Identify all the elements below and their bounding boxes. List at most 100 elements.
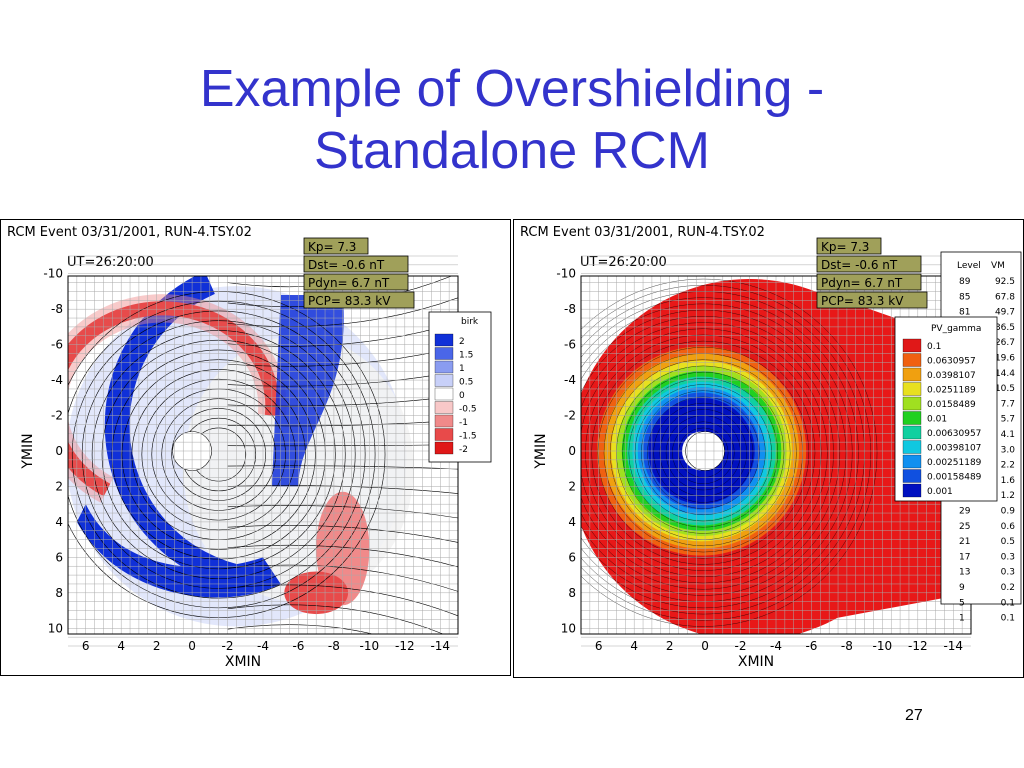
legend-label: 1 <box>459 364 465 374</box>
y-axis-label: YMIN <box>533 433 549 469</box>
contour-line <box>653 402 754 503</box>
level-table-cell: 14.4 <box>995 369 1015 379</box>
level-table-cell: 19.6 <box>995 354 1015 364</box>
x-tick-label: -2 <box>735 639 747 653</box>
x-tick-label: 4 <box>630 639 638 653</box>
legend-label: 0.001 <box>927 487 953 497</box>
level-table-cell: 5.7 <box>1001 415 1015 425</box>
level-table-cell: 17 <box>959 552 970 562</box>
x-tick-label: 2 <box>153 639 161 653</box>
param-box <box>303 273 409 291</box>
level-table-cell: 0.2 <box>1001 583 1015 593</box>
legend-label: 0 <box>459 391 465 401</box>
y-axis-label: YMIN <box>20 433 36 469</box>
level-table-cell: 67.8 <box>995 292 1015 302</box>
legend-swatch <box>902 425 922 440</box>
contour-line <box>585 334 822 571</box>
legend-title: birk <box>461 317 479 327</box>
level-table-cell: 0.3 <box>1001 568 1015 578</box>
blue-lower-band <box>76 504 281 598</box>
contour-line <box>227 297 458 327</box>
plot-svg: RCM Event 03/31/2001, RUN-4.TSY.02 UT=26:… <box>7 225 492 670</box>
legend-label: 0.00158489 <box>927 473 982 483</box>
param-label: Dst= -0.6 nT <box>821 258 898 272</box>
x-tick-label: -8 <box>841 639 853 653</box>
legend-label: 1.5 <box>459 351 473 361</box>
y-tick-label: 0 <box>568 444 576 458</box>
y-tick-label: -2 <box>51 409 63 423</box>
y-tick-label: 2 <box>568 479 576 493</box>
slide-title-line1: Example of Overshielding - <box>199 60 825 118</box>
x-tick-label: 2 <box>666 639 674 653</box>
level-table-cell: 3.0 <box>1001 445 1016 455</box>
y-tick-label: 2 <box>55 479 63 493</box>
contour-line <box>581 297 859 609</box>
legend-swatch <box>902 411 922 425</box>
x-tick-label: -6 <box>292 639 304 653</box>
legend-label: 0.0251189 <box>927 386 976 396</box>
param-label: PCP= 83.3 kV <box>821 294 904 308</box>
x-tick-label: 4 <box>117 639 125 653</box>
x-tick-label: -4 <box>257 639 269 653</box>
legend-label: 0.00630957 <box>927 429 981 439</box>
level-table-cell: 85 <box>959 292 970 302</box>
plot-svg: RCM Event 03/31/2001, RUN-4.TSY.02 UT=26:… <box>520 225 1022 670</box>
contour-line <box>581 285 872 621</box>
legend-swatch <box>902 353 922 367</box>
level-table-cell: 5 <box>959 598 965 608</box>
y-tick-label: -8 <box>51 302 63 316</box>
page-number: 27 <box>905 707 923 724</box>
y-tick-label: -10 <box>43 267 63 281</box>
y-tick-label: 6 <box>568 550 576 564</box>
legend-label: -1.5 <box>459 432 477 442</box>
legend-swatch <box>434 414 454 428</box>
plot-title: RCM Event 03/31/2001, RUN-4.TSY.02 <box>7 225 252 240</box>
level-table-cell: 29 <box>959 507 971 517</box>
level-table-cell: 1.2 <box>1001 491 1015 501</box>
legend-swatch <box>434 428 454 441</box>
legend-label: 0.01 <box>927 415 947 425</box>
contour-line <box>227 505 458 519</box>
param-box <box>303 237 369 255</box>
legend-label: -0.5 <box>459 405 477 415</box>
level-table-cell: 9 <box>959 583 965 593</box>
param-label: Kp= 7.3 <box>821 240 869 254</box>
level-table-cell: 81 <box>959 308 970 318</box>
x-tick-label: 6 <box>82 639 90 653</box>
param-box <box>816 237 882 255</box>
x-tick-label: -14 <box>430 639 450 653</box>
y-tick-label: -4 <box>51 373 63 387</box>
y-tick-label: 10 <box>561 621 576 635</box>
x-tick-label: -8 <box>328 639 340 653</box>
legend-swatch <box>902 454 922 469</box>
plot-field <box>68 276 458 634</box>
level-table-cell: 0.9 <box>1001 507 1016 517</box>
level-table-cell: 0.3 <box>1001 552 1015 562</box>
contour-line <box>227 465 458 470</box>
level-table-cell: 26.7 <box>995 338 1015 348</box>
y-tick-label: 8 <box>55 586 63 600</box>
y-tick-label: 6 <box>55 550 63 564</box>
param-box <box>303 291 415 309</box>
legend-title: PV_gamma <box>931 324 981 334</box>
slide-title-line2: Standalone RCM <box>314 122 710 180</box>
legend-swatch <box>434 441 454 455</box>
x-tick-label: -10 <box>360 639 380 653</box>
contour-line <box>659 409 747 497</box>
contour-line <box>628 378 779 528</box>
y-tick-label: -6 <box>51 338 63 352</box>
param-label: Dst= -0.6 nT <box>308 258 385 272</box>
level-table-cell: 25 <box>959 522 970 532</box>
contour-line <box>581 328 828 578</box>
y-tick-label: -10 <box>556 267 576 281</box>
level-table-cell: 0.1 <box>1001 614 1015 624</box>
level-table-cell: 89 <box>959 277 971 287</box>
legend-label: 0.00398107 <box>927 444 981 454</box>
x-tick-label: -12 <box>395 639 415 653</box>
x-tick-label: 6 <box>595 639 603 653</box>
legend-swatch <box>902 440 922 454</box>
legend-swatch <box>434 387 454 401</box>
legend-swatch <box>902 396 922 411</box>
y-tick-label: -8 <box>564 302 576 316</box>
level-table-cell: 1 <box>959 614 965 624</box>
